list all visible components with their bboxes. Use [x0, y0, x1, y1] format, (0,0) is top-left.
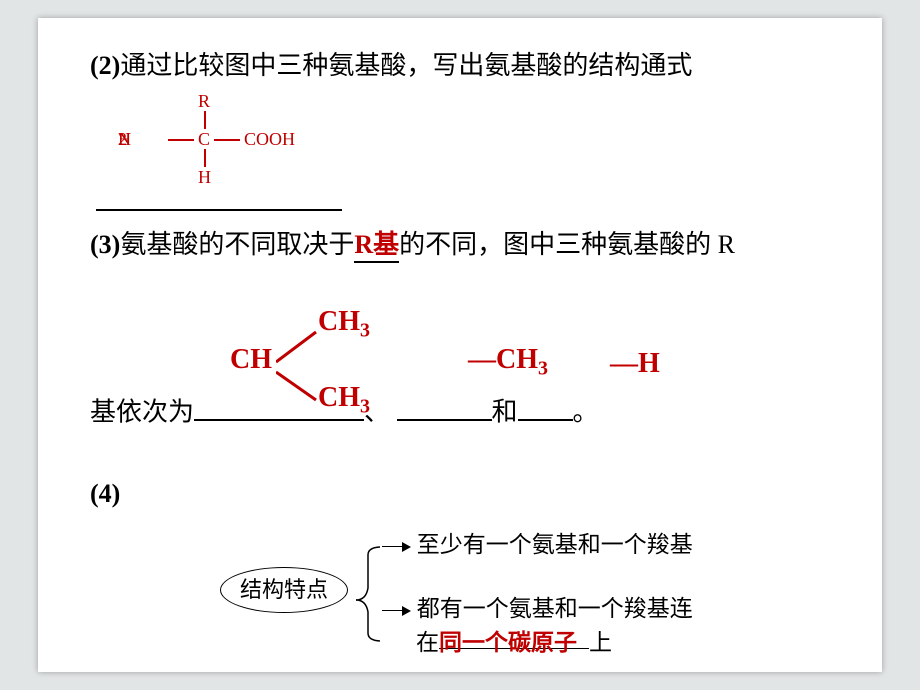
r1-ch3-top: CH3	[318, 306, 370, 343]
structure-feature-diagram: 结构特点 至少有一个氨基和一个羧基 都有一个氨基和一个羧基连 在同一个碳原子上	[220, 523, 730, 663]
oval-label: 结构特点	[220, 567, 348, 613]
feature-row2a-text: 都有一个氨基和一个羧基连	[417, 596, 693, 621]
q3-text-a: 氨基酸的不同取决于	[120, 230, 354, 259]
q3-blank-r2	[397, 392, 492, 421]
amino-H: H	[198, 167, 211, 188]
r2: —CH3	[468, 344, 548, 381]
q2-text: 通过比较图中三种氨基酸，写出氨基酸的结构通式	[120, 51, 692, 80]
q4-prefix: (4)	[90, 479, 120, 508]
question-2: (2)通过比较图中三种氨基酸，写出氨基酸的结构通式	[90, 46, 830, 85]
q3-blank-r3	[518, 392, 573, 421]
question-4: (4)	[90, 474, 830, 513]
bracket-icon	[356, 533, 380, 648]
q3-sep1: 、	[364, 398, 390, 427]
bond-top	[204, 111, 206, 129]
amino-acid-structure: R H2N C COOH H	[96, 93, 316, 203]
arrow2-tip	[402, 606, 411, 616]
row2b-fill: 同一个碳原子	[439, 630, 577, 655]
question-3-line2: 基依次为 、 和 。	[90, 392, 830, 432]
q3-tail: 。	[573, 398, 599, 427]
document-page: (2)通过比较图中三种氨基酸，写出氨基酸的结构通式 R H2N C COOH H…	[38, 18, 882, 672]
q3-blank-r1	[194, 392, 364, 421]
q3-prefix: (3)	[90, 230, 120, 259]
feature-row-2b: 在同一个碳原子上	[416, 623, 612, 657]
bond-left	[168, 139, 194, 141]
q2-answer-line	[96, 209, 342, 211]
r3: —H	[610, 348, 660, 380]
r-groups-block: CH CH3 CH3 —CH3 —H 基依次为、 和。	[90, 304, 830, 434]
bond-right	[214, 139, 240, 141]
bond-bottom	[204, 149, 206, 167]
q3-blank1: R基	[354, 230, 399, 263]
q2-prefix: (2)	[90, 51, 120, 80]
amino-right: COOH	[244, 129, 295, 150]
q3-text-c: 基依次为	[90, 398, 194, 427]
r1-CH: CH	[230, 344, 272, 376]
feature-row-1: 至少有一个氨基和一个羧基	[382, 525, 693, 559]
row2b-blank: 同一个碳原子	[439, 623, 589, 649]
q3-sep2: 和	[492, 398, 518, 427]
question-3-line1: (3)氨基酸的不同取决于R基的不同，图中三种氨基酸的 R	[90, 225, 830, 264]
feature-row1-text: 至少有一个氨基和一个羧基	[417, 532, 693, 557]
feature-row-2: 都有一个氨基和一个羧基连	[382, 589, 693, 623]
arrow1-shaft	[382, 546, 404, 548]
amino-C: C	[198, 129, 210, 150]
arrow2-shaft	[382, 610, 404, 612]
amino-R: R	[198, 91, 210, 112]
row2b-pre: 在	[416, 630, 439, 655]
arrow1-tip	[402, 542, 411, 552]
q3-text-b: 的不同，图中三种氨基酸的 R	[399, 230, 735, 259]
row2b-post: 上	[589, 630, 612, 655]
